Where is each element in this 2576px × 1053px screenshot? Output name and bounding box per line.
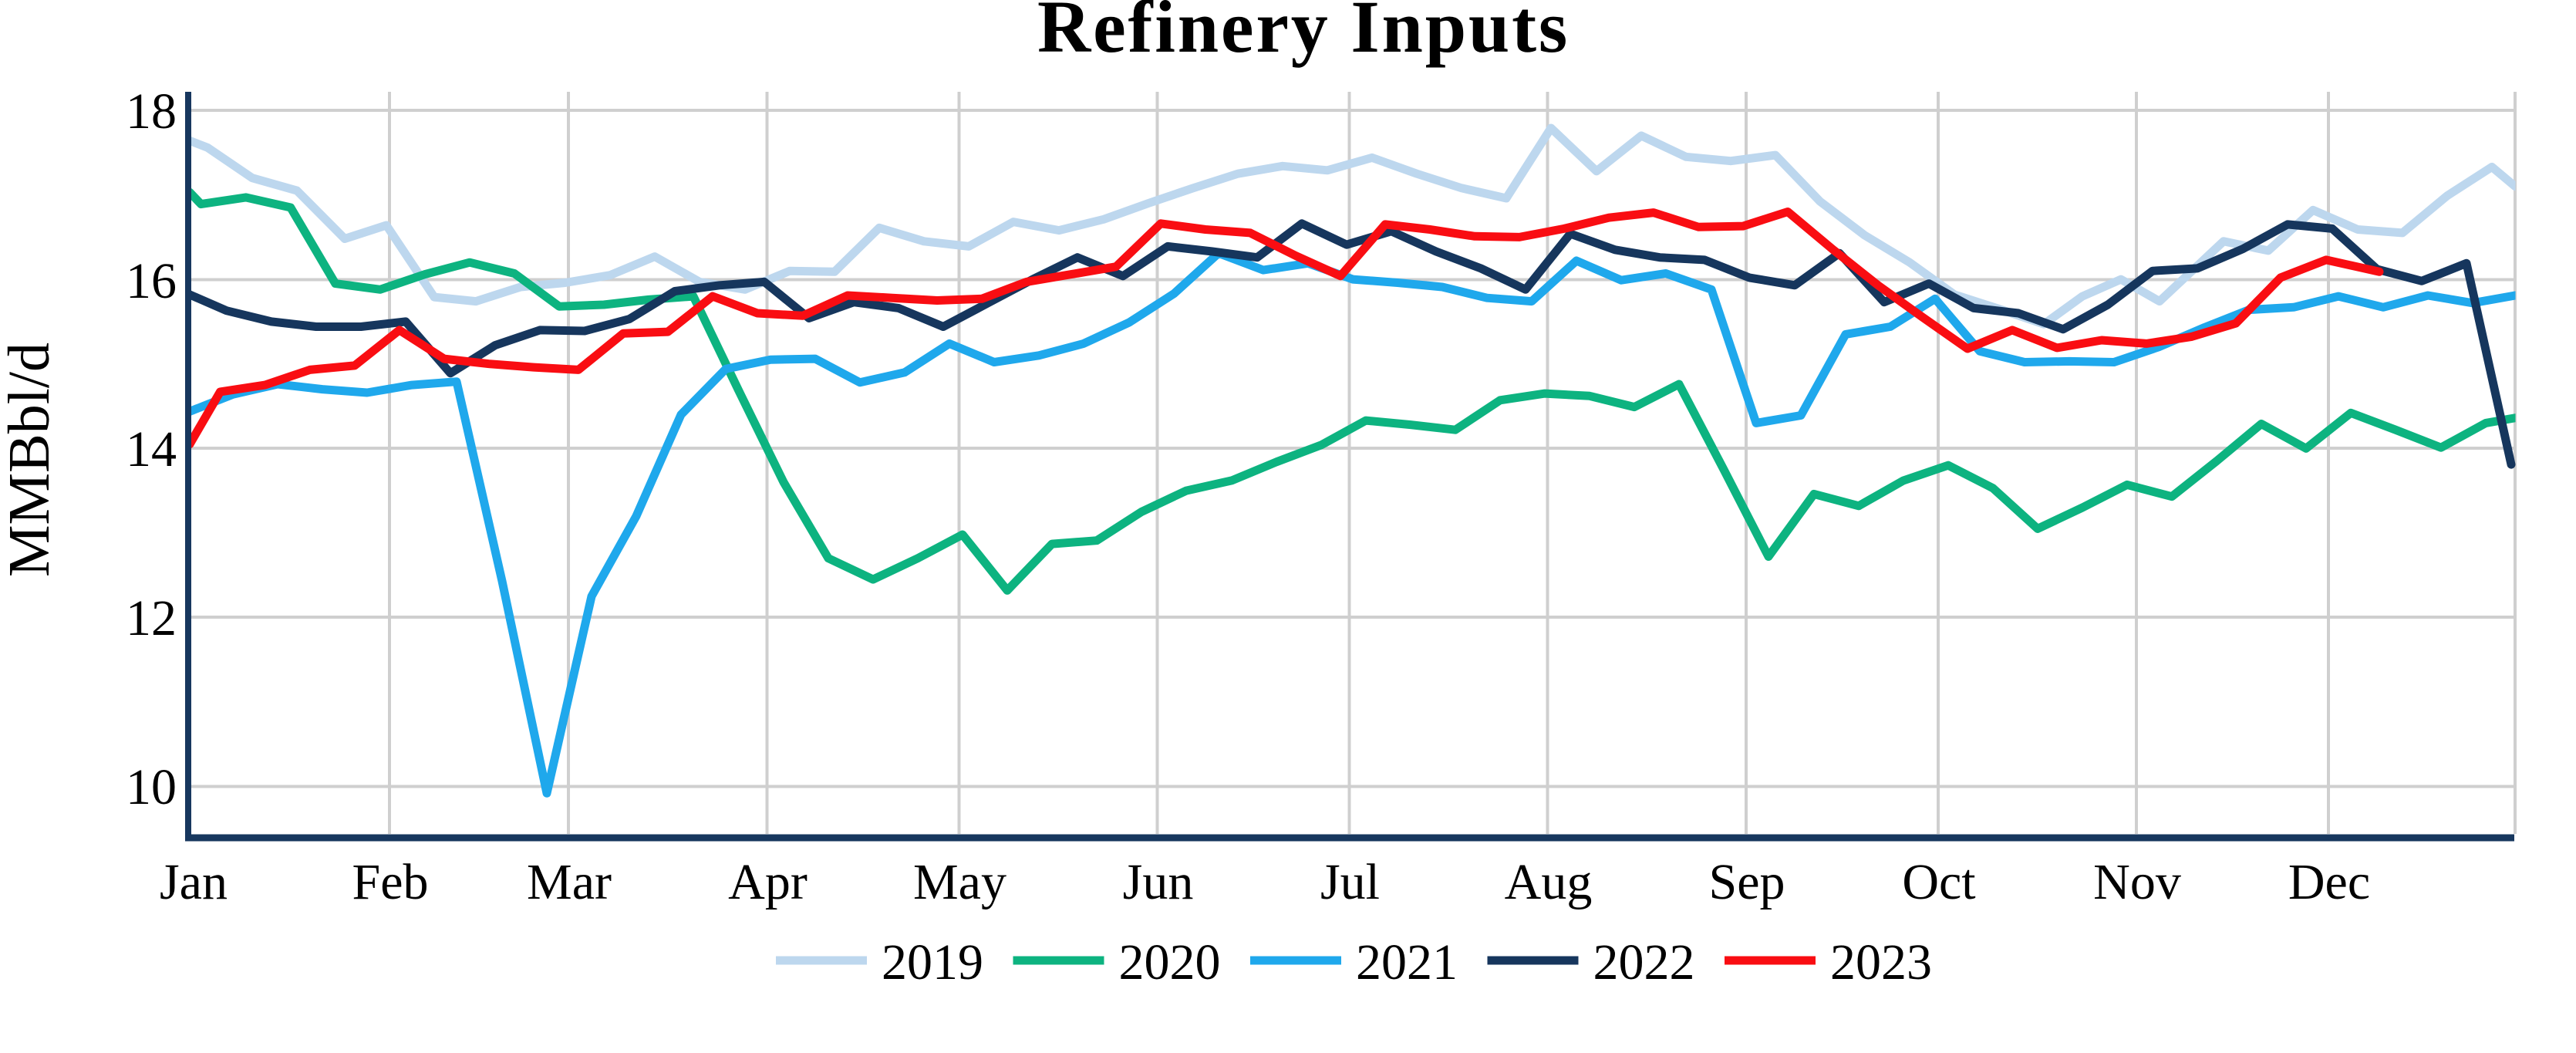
svg-text:10: 10 xyxy=(126,759,177,815)
svg-text:Feb: Feb xyxy=(352,854,429,910)
svg-text:MMBbl/d: MMBbl/d xyxy=(0,343,62,577)
svg-text:Jul: Jul xyxy=(1320,854,1380,910)
svg-text:Dec: Dec xyxy=(2288,854,2370,910)
svg-text:Apr: Apr xyxy=(728,854,808,910)
svg-text:14: 14 xyxy=(126,421,177,478)
svg-text:2019: 2019 xyxy=(882,934,983,991)
svg-text:Jun: Jun xyxy=(1123,854,1194,910)
svg-text:2021: 2021 xyxy=(1356,934,1458,991)
svg-text:Nov: Nov xyxy=(2093,854,2181,910)
svg-text:Jan: Jan xyxy=(160,854,228,910)
svg-text:Refinery Inputs: Refinery Inputs xyxy=(1037,0,1570,68)
svg-text:16: 16 xyxy=(126,253,177,309)
svg-text:18: 18 xyxy=(126,83,177,140)
svg-text:Aug: Aug xyxy=(1505,854,1593,910)
svg-text:2022: 2022 xyxy=(1593,934,1695,991)
svg-text:Sep: Sep xyxy=(1709,854,1785,910)
svg-text:May: May xyxy=(913,854,1006,910)
svg-text:2020: 2020 xyxy=(1119,934,1221,991)
svg-text:12: 12 xyxy=(126,590,177,646)
svg-text:Mar: Mar xyxy=(527,854,612,910)
svg-text:2023: 2023 xyxy=(1830,934,1932,991)
svg-text:Oct: Oct xyxy=(1902,854,1975,910)
